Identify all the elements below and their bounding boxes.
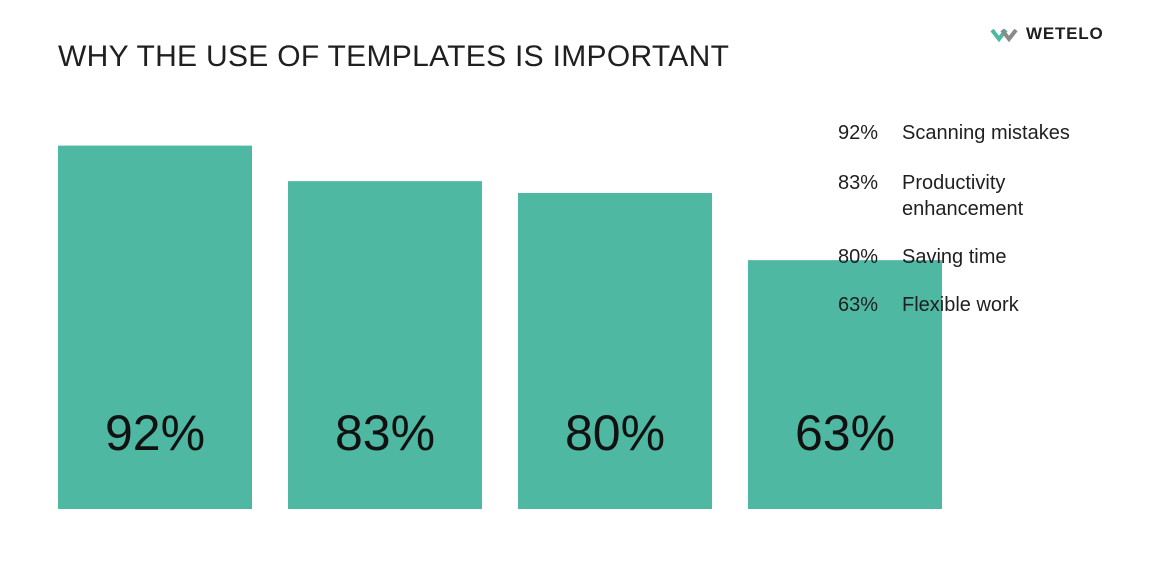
legend-label: Productivity enhancement — [902, 172, 1024, 220]
bar-value-label: 83% — [335, 405, 435, 461]
legend-label: Flexible work — [902, 294, 1019, 316]
legend-label: Saving time — [902, 246, 1007, 268]
legend-item: 63% Flexible work — [838, 292, 1138, 318]
bar-4 — [748, 260, 942, 509]
legend-value: 63% — [838, 294, 879, 316]
brand-name: WETELO — [1026, 24, 1104, 43]
legend-value: 92% — [838, 122, 879, 144]
legend-value: 83% — [838, 172, 879, 194]
bar-value-label: 80% — [565, 405, 665, 461]
legend-label: Scanning mistakes — [902, 122, 1070, 144]
wetelo-chevron-logo-icon — [990, 28, 1018, 43]
legend: 92% Scanning mistakes 83% Productivity e… — [838, 120, 1138, 318]
legend-item: 83% Productivity enhancement — [838, 170, 1138, 222]
brand-logo: WETELO — [990, 24, 1104, 44]
legend-value: 80% — [838, 246, 879, 268]
bar-3 — [518, 193, 712, 509]
bar-1 — [58, 145, 252, 509]
bar-value-label: 63% — [795, 405, 895, 461]
chart-title: WHY THE USE OF TEMPLATES IS IMPORTANT — [58, 40, 730, 73]
bar-2 — [288, 181, 482, 509]
legend-item: 80% Saving time — [838, 244, 1138, 270]
bar-value-label: 92% — [105, 405, 205, 461]
legend-item: 92% Scanning mistakes — [838, 120, 1138, 146]
